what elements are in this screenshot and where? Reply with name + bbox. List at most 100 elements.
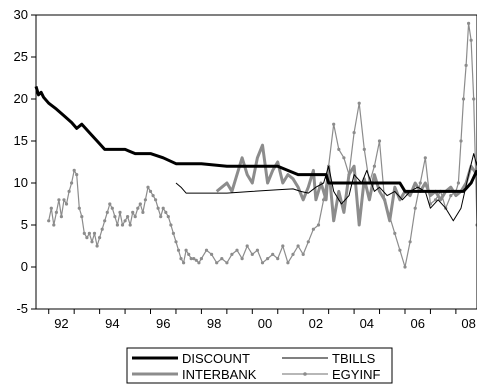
series-layer xyxy=(34,21,477,269)
data-point-egyinf xyxy=(418,181,422,185)
x-axis: 92 94 96 98 00 02 04 06 08 xyxy=(48,309,476,331)
data-point-egyinf xyxy=(54,210,59,214)
data-point-egyinf xyxy=(82,231,86,235)
data-point-egyinf xyxy=(362,147,366,151)
data-point-egyinf xyxy=(103,219,107,223)
data-point-egyinf xyxy=(52,223,56,227)
data-point-egyinf xyxy=(352,131,356,135)
data-point-egyinf xyxy=(72,168,76,172)
data-point-egyinf xyxy=(133,215,137,219)
data-point-egyinf xyxy=(461,97,466,101)
plot-frame xyxy=(35,14,477,310)
data-point-egyinf xyxy=(148,189,153,193)
data-point-egyinf xyxy=(255,248,259,252)
data-point-egyinf xyxy=(100,227,104,231)
data-point-egyinf xyxy=(459,139,463,143)
series-line-discount xyxy=(34,85,477,193)
data-point-egyinf xyxy=(306,240,310,244)
data-point-egyinf xyxy=(276,257,280,261)
data-point-egyinf xyxy=(87,231,91,235)
data-point-egyinf xyxy=(105,210,109,214)
x-tick-label: 96 xyxy=(156,316,170,331)
series-discount xyxy=(34,85,477,193)
data-point-egyinf xyxy=(372,164,376,168)
data-point-egyinf xyxy=(154,198,158,202)
y-tick-label: 5 xyxy=(21,217,28,232)
data-point-egyinf xyxy=(204,248,209,252)
data-point-egyinf xyxy=(123,219,127,223)
data-point-egyinf xyxy=(296,244,300,248)
data-point-egyinf xyxy=(301,252,305,256)
data-point-egyinf xyxy=(98,236,102,240)
data-point-egyinf xyxy=(291,252,295,256)
data-point-egyinf xyxy=(332,122,336,126)
data-point-egyinf xyxy=(136,206,140,210)
data-point-egyinf xyxy=(184,248,188,252)
data-point-egyinf xyxy=(85,236,89,240)
data-point-egyinf xyxy=(57,198,61,202)
x-tick-label: 92 xyxy=(54,316,68,331)
data-point-egyinf xyxy=(260,261,265,265)
series-line-interbank xyxy=(215,143,477,227)
data-point-egyinf xyxy=(47,219,51,223)
data-point-egyinf xyxy=(75,173,79,177)
data-point-egyinf xyxy=(138,202,142,206)
data-point-egyinf xyxy=(220,257,224,261)
legend-item-tbills: TBILLS xyxy=(282,351,376,366)
data-point-egyinf xyxy=(449,194,453,198)
data-point-egyinf xyxy=(164,210,168,214)
data-point-egyinf xyxy=(182,261,186,265)
legend-item-interbank: INTERBANK xyxy=(132,367,257,382)
data-point-egyinf xyxy=(423,156,427,160)
data-point-egyinf xyxy=(174,240,178,244)
legend-label-discount: DISCOUNT xyxy=(182,351,250,366)
legend-label-interbank: INTERBANK xyxy=(182,367,257,382)
data-point-egyinf xyxy=(159,215,163,219)
data-point-egyinf xyxy=(176,248,181,252)
data-point-egyinf xyxy=(62,198,66,202)
x-tick-label: 08 xyxy=(461,316,475,331)
data-point-egyinf xyxy=(156,206,160,210)
data-point-egyinf xyxy=(393,231,397,235)
data-point-egyinf xyxy=(126,215,130,219)
legend: DISCOUNT TBILLS INTERBANK EGYINF xyxy=(126,347,393,384)
legend-box xyxy=(126,347,393,384)
data-point-egyinf xyxy=(179,257,183,261)
data-point-egyinf xyxy=(169,223,173,227)
data-point-egyinf xyxy=(210,252,214,256)
data-point-egyinf xyxy=(240,257,244,261)
data-point-egyinf xyxy=(59,215,64,219)
data-point-egyinf xyxy=(194,258,198,262)
data-point-egyinf xyxy=(456,181,460,185)
y-tick-label: 10 xyxy=(14,175,28,190)
data-point-egyinf xyxy=(95,244,99,248)
data-point-egyinf xyxy=(110,206,114,210)
data-point-egyinf xyxy=(266,257,270,261)
y-axis: -5 0 5 10 15 20 25 30 xyxy=(14,7,36,316)
data-point-egyinf xyxy=(281,244,285,248)
data-point-egyinf xyxy=(337,147,341,151)
data-point-egyinf xyxy=(115,223,119,227)
data-point-egyinf xyxy=(316,223,321,227)
data-point-egyinf xyxy=(166,215,170,219)
legend-item-egyinf: EGYINF xyxy=(282,367,380,382)
data-point-egyinf xyxy=(230,252,234,256)
data-point-egyinf xyxy=(245,244,249,248)
legend-label-egyinf: EGYINF xyxy=(332,367,380,382)
data-point-egyinf xyxy=(398,248,402,252)
legend-label-tbills: TBILLS xyxy=(332,351,376,366)
data-point-egyinf xyxy=(92,231,97,235)
data-point-egyinf xyxy=(357,101,361,105)
y-tick-label: 25 xyxy=(14,49,28,64)
data-point-egyinf xyxy=(141,210,145,214)
data-point-egyinf xyxy=(235,248,239,252)
data-point-egyinf xyxy=(64,202,69,206)
data-point-egyinf xyxy=(151,194,155,198)
legend-marker-egyinf xyxy=(303,372,307,376)
x-tick-label: 98 xyxy=(207,316,221,331)
x-tick-label: 06 xyxy=(410,316,424,331)
x-tick-label: 04 xyxy=(360,316,374,331)
x-tick-label: 00 xyxy=(258,316,272,331)
series-interbank xyxy=(215,143,477,227)
